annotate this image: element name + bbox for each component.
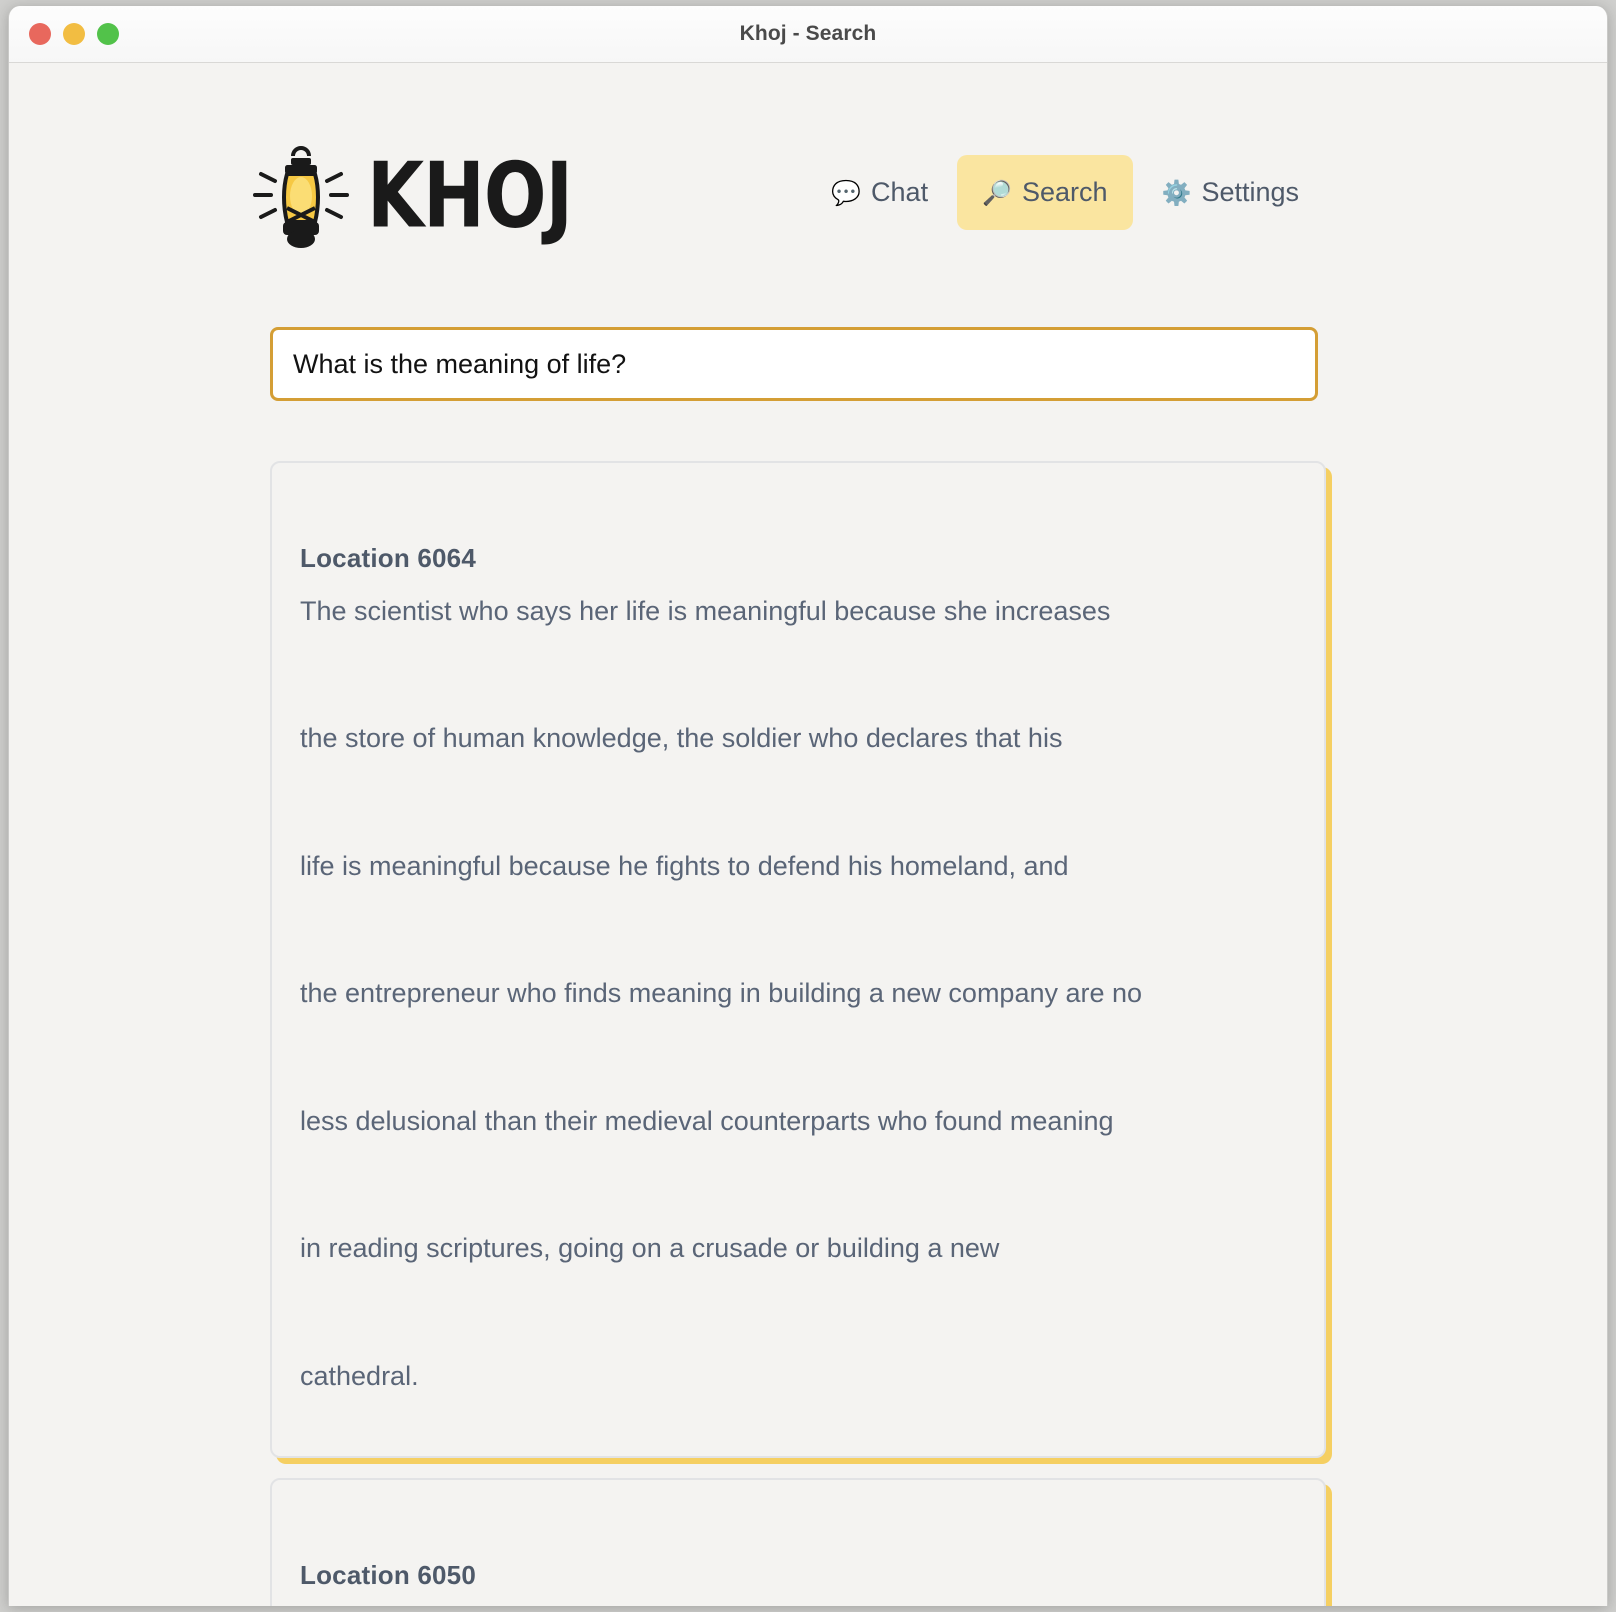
nav-item-settings-label: Settings — [1201, 177, 1299, 207]
search-input[interactable] — [270, 327, 1318, 401]
nav-item-search[interactable]: 🔎 Search — [957, 155, 1133, 230]
search-result-body: As Nietzsche put it, if you have a why t… — [300, 1597, 1296, 1606]
search-bar — [270, 327, 1318, 401]
nav-item-chat-label: Chat — [871, 177, 929, 207]
window-traffic-lights — [29, 23, 119, 45]
search-result-body: The scientist who says her life is meani… — [300, 596, 1143, 1391]
minimize-window-button[interactable] — [63, 23, 85, 45]
nav-item-settings[interactable]: ⚙️ Settings — [1137, 155, 1324, 230]
nav-item-search-label: Search — [1021, 177, 1108, 207]
app-window: Khoj - Search — [8, 6, 1608, 1606]
search-result-card[interactable]: Location 6064 The scientist who says her… — [270, 461, 1326, 1459]
speech-bubble-icon: 💬 — [831, 178, 862, 207]
window-titlebar: Khoj - Search — [9, 6, 1607, 63]
search-results-list: Location 6064 The scientist who says her… — [270, 461, 1326, 1606]
app-header: KHOJ 💬 Chat 🔎 Search ⚙️ Settings — [9, 63, 1607, 248]
close-window-button[interactable] — [29, 23, 51, 45]
main-nav: 💬 Chat 🔎 Search ⚙️ Settings — [806, 155, 1324, 230]
brand-logo[interactable]: KHOJ — [241, 141, 578, 251]
nav-item-chat[interactable]: 💬 Chat — [806, 155, 953, 230]
search-result-title: Location 6064 — [300, 543, 476, 573]
search-result-card[interactable]: Location 6050 As Nietzsche put it, if yo… — [270, 1478, 1326, 1606]
brand-wordmark: KHOJ — [367, 142, 573, 248]
magnifying-glass-icon: 🔎 — [982, 178, 1012, 207]
lantern-icon — [241, 140, 361, 252]
gear-icon: ⚙️ — [1161, 178, 1192, 207]
search-result-title: Location 6050 — [300, 1560, 476, 1591]
maximize-window-button[interactable] — [97, 23, 119, 45]
page-content: KHOJ 💬 Chat 🔎 Search ⚙️ Settings — [9, 63, 1607, 1606]
window-title: Khoj - Search — [739, 22, 877, 45]
